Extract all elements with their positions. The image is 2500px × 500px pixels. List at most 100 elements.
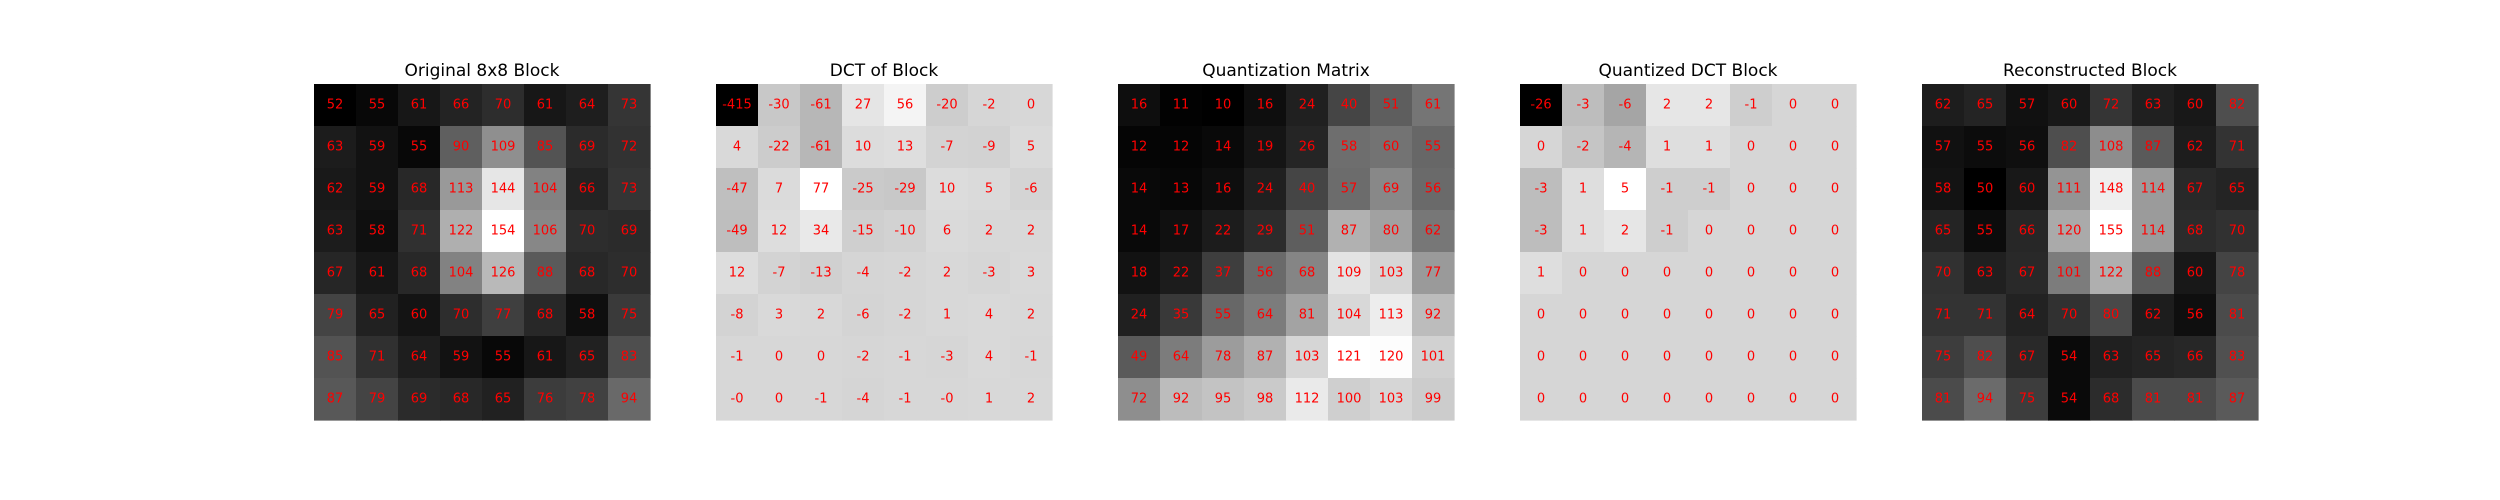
heatmap-cell	[2048, 378, 2091, 421]
cell-value-label: 71	[411, 224, 428, 239]
cell-value-label: -9	[983, 140, 996, 155]
cell-value-label: -4	[857, 266, 870, 281]
heatmap-cell	[2174, 336, 2217, 379]
heatmap-cell	[1160, 210, 1203, 253]
cell-value-label: 0	[1663, 350, 1671, 365]
heatmap-cell	[1964, 336, 2007, 379]
cell-value-label: -1	[1661, 182, 1674, 197]
heatmap-cell	[716, 252, 759, 295]
heatmap-cell	[1010, 84, 1053, 127]
cell-value-label: 0	[1579, 350, 1587, 365]
cell-value-label: 63	[2103, 350, 2120, 365]
cell-value-label: 78	[2229, 266, 2246, 281]
cell-value-label: 61	[411, 98, 428, 113]
cell-value-label: 40	[1341, 98, 1358, 113]
heatmap-cell	[398, 210, 441, 253]
cell-value-label: 154	[491, 224, 516, 239]
cell-value-label: 56	[2019, 140, 2036, 155]
heatmap-cell	[482, 210, 525, 253]
heatmap-cell	[482, 126, 525, 169]
cell-value-label: 61	[537, 98, 554, 113]
heatmap-cell	[1244, 294, 1287, 337]
heatmap-cell	[440, 378, 483, 421]
cell-value-label: 101	[1421, 350, 1446, 365]
cell-value-label: 120	[2057, 224, 2082, 239]
cell-value-label: 0	[1579, 392, 1587, 407]
cell-value-label: 83	[2229, 350, 2246, 365]
heatmap-cell	[842, 252, 885, 295]
heatmap-cell	[1730, 126, 1773, 169]
cell-value-label: 103	[1295, 350, 1320, 365]
cell-value-label: 112	[1295, 392, 1320, 407]
cell-value-label: -7	[941, 140, 954, 155]
cell-value-label: 67	[327, 266, 344, 281]
heatmap-cell	[1772, 168, 1815, 211]
heatmap-cell	[2090, 252, 2133, 295]
cell-value-label: 56	[1425, 182, 1442, 197]
cell-value-label: 61	[369, 266, 386, 281]
heatmap-cell	[2090, 378, 2133, 421]
cell-value-label: -61	[810, 140, 831, 155]
cell-value-label: 64	[1257, 308, 1274, 323]
heatmap-cell	[758, 378, 801, 421]
heatmap-cell	[1160, 252, 1203, 295]
cell-value-label: 60	[2187, 266, 2204, 281]
cell-value-label: 68	[453, 392, 470, 407]
cell-value-label: 126	[491, 266, 516, 281]
cell-value-label: 95	[1215, 392, 1232, 407]
heatmap-cell	[716, 336, 759, 379]
heatmap-cell	[1160, 336, 1203, 379]
heatmap-cell	[1520, 378, 1563, 421]
heatmap-cell	[1730, 378, 1773, 421]
heatmap-cell	[1118, 126, 1161, 169]
cell-value-label: -61	[810, 98, 831, 113]
heatmap-cell	[926, 168, 969, 211]
heatmap-cell	[1370, 252, 1413, 295]
cell-value-label: -1	[1661, 224, 1674, 239]
cell-value-label: 68	[1299, 266, 1316, 281]
cell-value-label: 10	[1215, 98, 1232, 113]
heatmap-cell	[968, 126, 1011, 169]
cell-value-label: 55	[369, 98, 386, 113]
heatmap-cell	[1730, 84, 1773, 127]
heatmap-cell	[608, 168, 651, 211]
cell-value-label: 99	[1425, 392, 1442, 407]
cell-value-label: 7	[775, 182, 783, 197]
cell-value-label: 87	[327, 392, 344, 407]
cell-value-label: 81	[2145, 392, 2162, 407]
cell-value-label: 0	[1831, 266, 1839, 281]
heatmap-cell	[2132, 210, 2175, 253]
heatmap-cell	[800, 210, 843, 253]
cell-value-label: -3	[1535, 224, 1548, 239]
cell-value-label: 103	[1379, 392, 1404, 407]
heatmap-cell	[1010, 294, 1053, 337]
cell-value-label: -4	[857, 392, 870, 407]
cell-value-label: -7	[773, 266, 786, 281]
heatmap-cell	[2216, 84, 2259, 127]
cell-value-label: 0	[1789, 182, 1797, 197]
cell-value-label: 0	[1663, 392, 1671, 407]
heatmap-cell	[1370, 126, 1413, 169]
cell-value-label: 72	[1131, 392, 1148, 407]
cell-value-label: 24	[1257, 182, 1274, 197]
heatmap-cell	[1370, 294, 1413, 337]
heatmap-cell	[1688, 84, 1731, 127]
heatmap-cell	[1814, 210, 1857, 253]
cell-value-label: 0	[1831, 350, 1839, 365]
heatmap-cell	[566, 210, 609, 253]
heatmap-cell	[1328, 84, 1371, 127]
heatmap-cell	[1160, 294, 1203, 337]
heatmap-cell	[1160, 168, 1203, 211]
cell-value-label: 81	[2229, 308, 2246, 323]
cell-value-label: 0	[775, 350, 783, 365]
cell-value-label: 68	[537, 308, 554, 323]
heatmap-cell	[1244, 168, 1287, 211]
cell-value-label: 81	[2187, 392, 2204, 407]
heatmap-cell	[1604, 126, 1647, 169]
heatmap-cell	[1118, 294, 1161, 337]
heatmap-cell	[2090, 168, 2133, 211]
heatmap-cell	[1562, 378, 1605, 421]
cell-value-label: 114	[2141, 182, 2166, 197]
heatmap-cell	[398, 168, 441, 211]
